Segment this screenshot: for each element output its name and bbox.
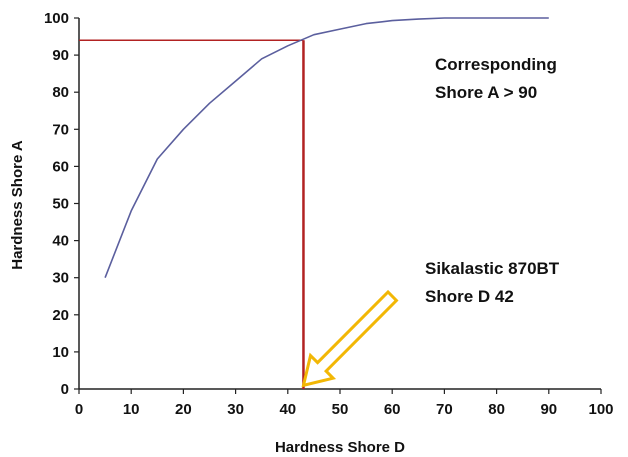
x-axis-ticks: 0 10 20 30 40 50 60 70 80 90 100 [75,389,614,418]
annotation-shore-a-line1: Corresponding [435,55,557,74]
y-tick-label: 10 [52,344,69,361]
x-tick-label: 80 [488,401,505,418]
y-tick-label: 100 [44,10,69,27]
arrow-icon [304,292,397,385]
x-tick-label: 40 [279,401,296,418]
annotation-product-line1: Sikalastic 870BT [425,259,560,278]
x-tick-label: 20 [175,401,192,418]
y-tick-label: 60 [52,158,69,175]
y-axis-ticks: 0 10 20 30 40 50 60 70 80 90 100 [44,10,79,398]
x-tick-label: 60 [384,401,401,418]
annotation-shore-a-line2: Shore A > 90 [435,83,537,102]
x-tick-label: 10 [123,401,140,418]
x-tick-label: 30 [227,401,244,418]
y-tick-label: 30 [52,270,69,287]
annotation-product-line2: Shore D 42 [425,287,514,306]
arrow-group [304,292,397,385]
x-tick-label: 50 [332,401,349,418]
x-tick-label: 0 [75,401,83,418]
x-tick-label: 100 [588,401,613,418]
x-axis-title: Hardness Shore D [275,439,405,456]
y-tick-label: 70 [52,121,69,138]
y-tick-label: 80 [52,84,69,101]
x-tick-label: 70 [436,401,453,418]
x-tick-label: 90 [540,401,557,418]
y-tick-label: 90 [52,47,69,64]
y-tick-label: 40 [52,233,69,250]
y-tick-label: 0 [61,381,69,398]
y-axis-title: Hardness Shore A [9,140,26,270]
reference-lines [79,40,303,389]
y-tick-label: 20 [52,307,69,324]
y-tick-label: 50 [52,196,69,213]
